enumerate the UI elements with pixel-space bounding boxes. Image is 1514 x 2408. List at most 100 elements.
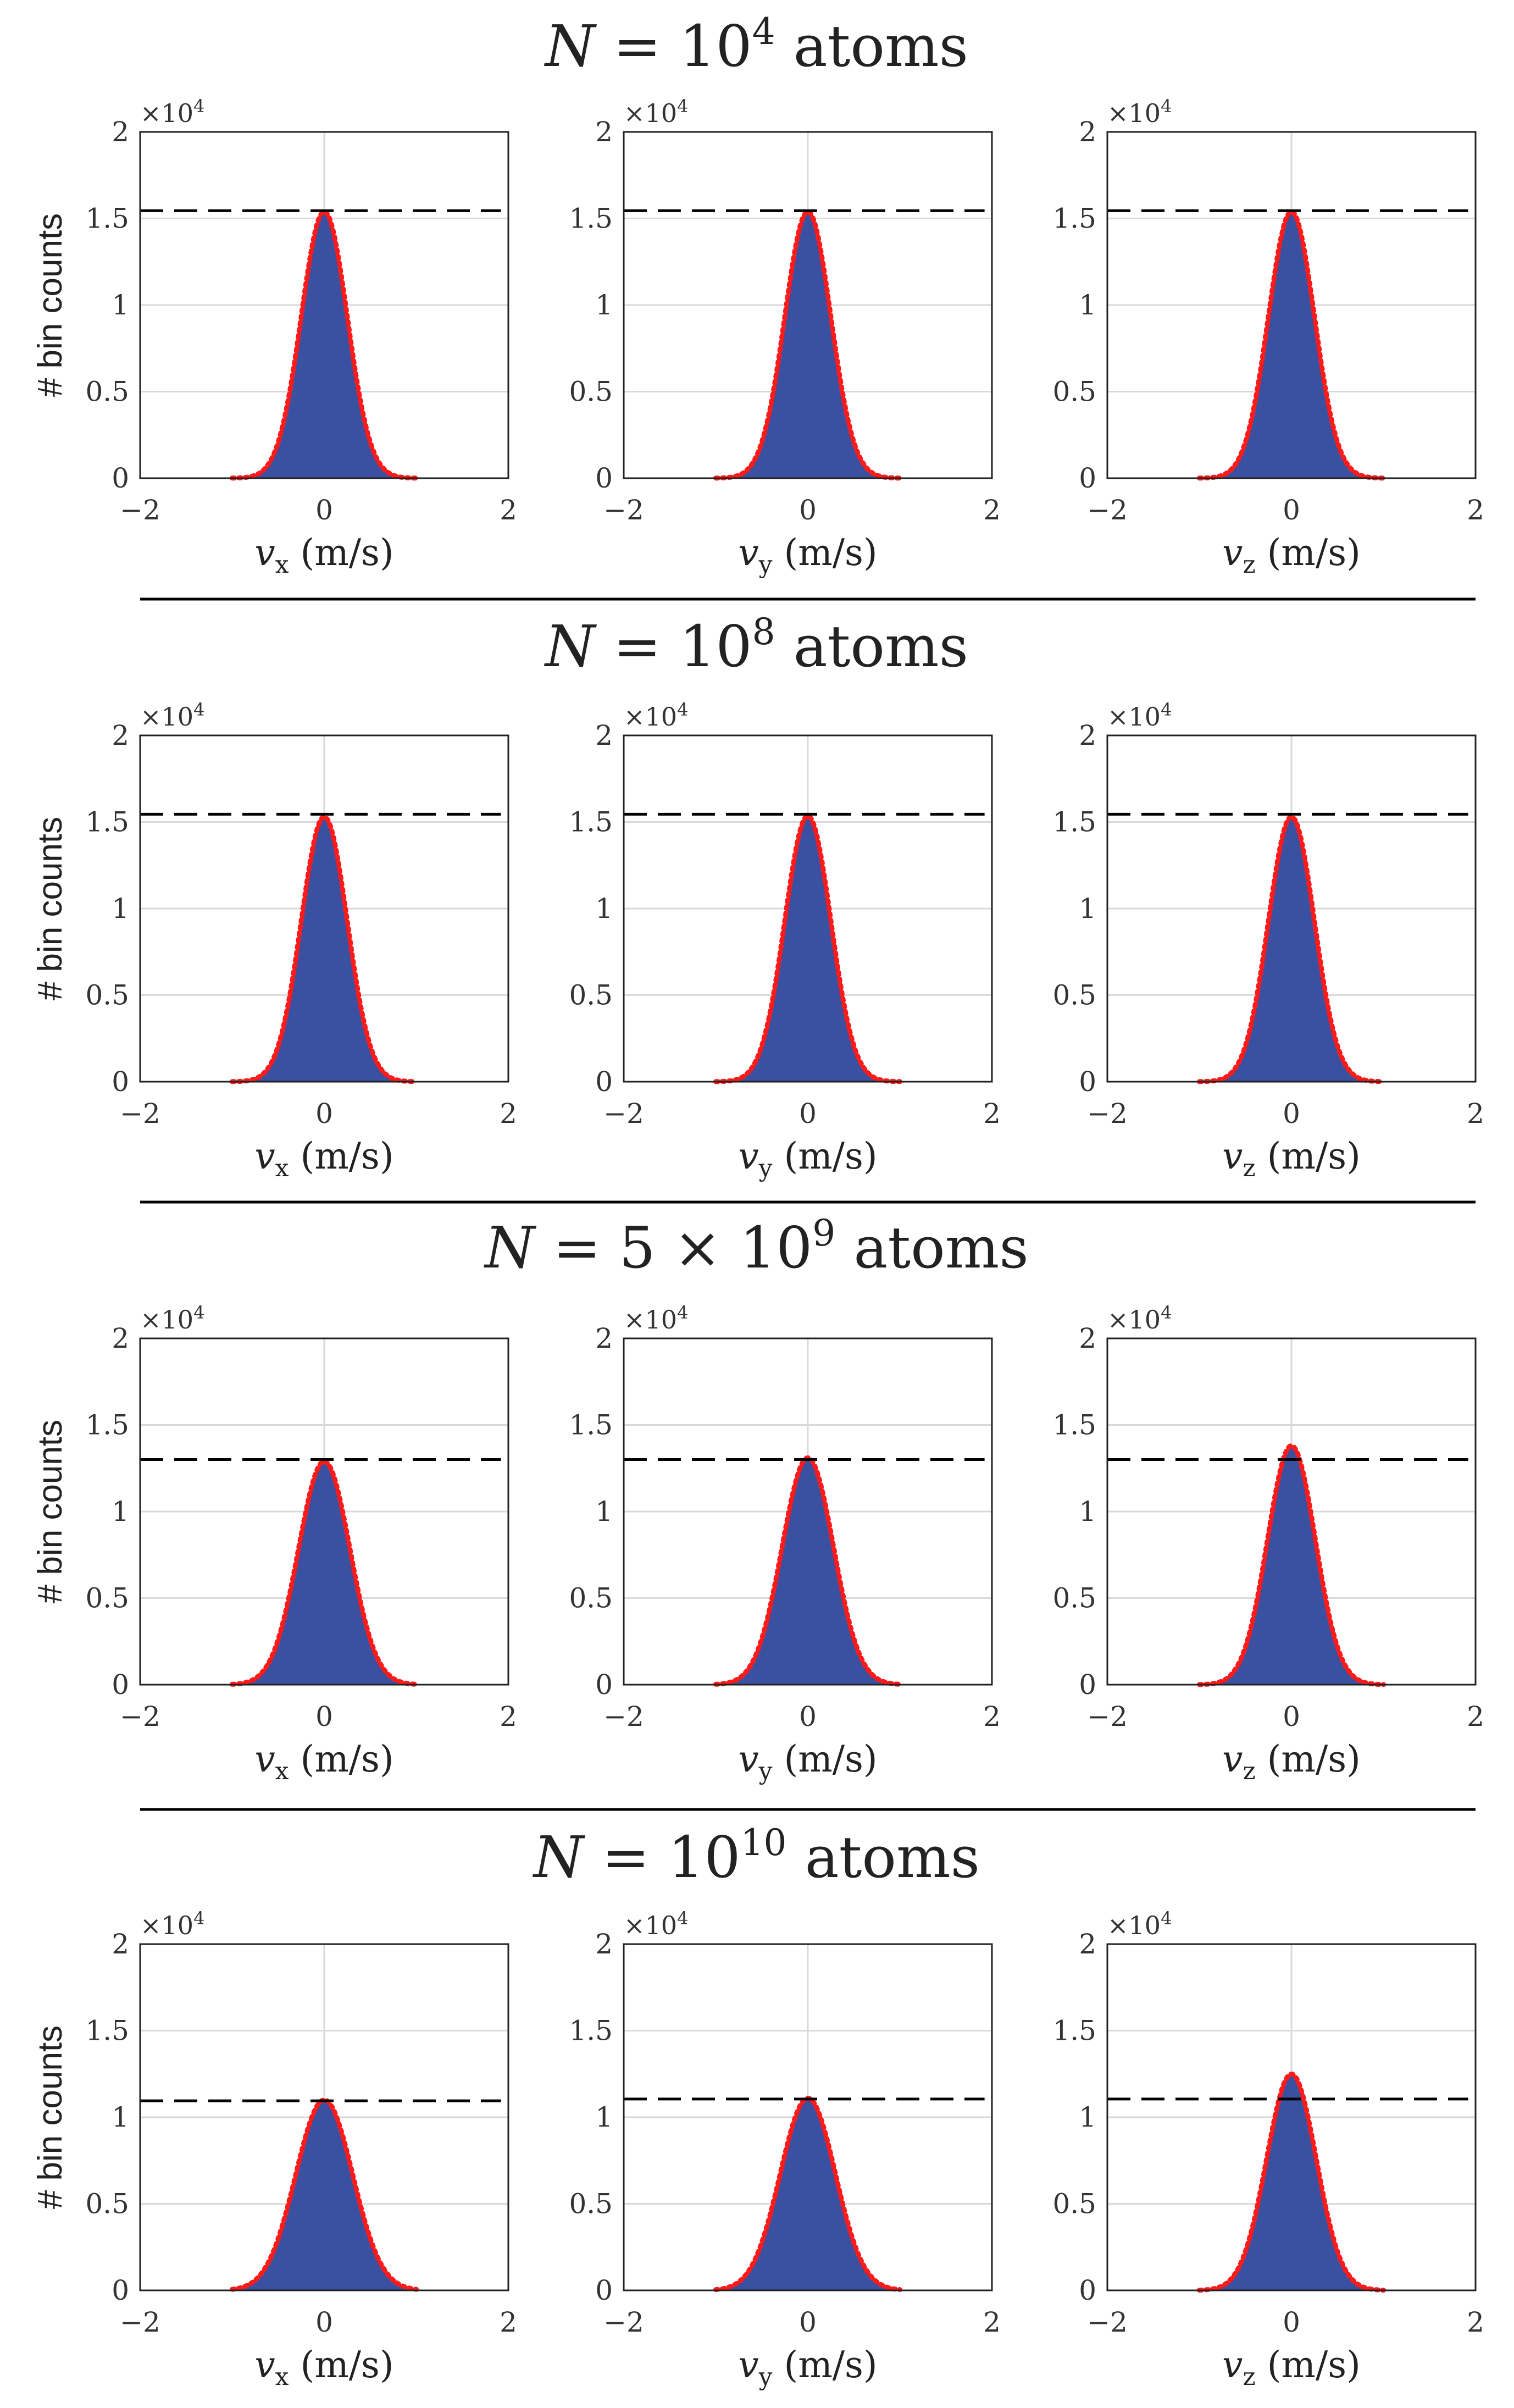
histogram-bar [811, 217, 814, 478]
histogram-bar [327, 2102, 331, 2290]
x-tick-label: 0 [1283, 494, 1300, 526]
y-tick-label: 1 [112, 1496, 129, 1527]
y-axis-label: # bin counts [31, 817, 69, 1000]
histogram-bar [275, 2243, 279, 2290]
x-axis-unit: (m/s) [1256, 2344, 1361, 2386]
histogram-bar [1269, 899, 1274, 1082]
x-axis-label: vz (m/s) [1222, 1738, 1361, 1785]
histogram-bar [1285, 1450, 1289, 1685]
histogram-bar [336, 2121, 340, 2290]
histogram-bar [1325, 1000, 1329, 1082]
histogram-bar [817, 239, 820, 478]
histogram-bar [853, 446, 857, 478]
histogram-bar [768, 1609, 772, 1685]
histogram-bar [293, 2177, 297, 2290]
histogram-bar [1276, 2105, 1280, 2290]
histogram-bar [780, 2167, 784, 2290]
x-axis-variable: v [738, 2344, 758, 2386]
histogram-bar [364, 425, 368, 478]
histogram-bar [801, 2101, 806, 2290]
histogram-bar [820, 860, 824, 1082]
histogram-bar [1337, 1651, 1341, 1685]
histogram-bar [863, 1664, 867, 1685]
histogram-bar [777, 2180, 781, 2290]
histogram-bar [354, 1582, 359, 1685]
histogram-bar [1322, 982, 1326, 1082]
histogram-bar [1233, 2274, 1237, 2290]
y-tick-label: 0 [595, 1669, 613, 1701]
x-tick-label: 2 [500, 1098, 517, 1130]
histogram-bar [814, 830, 818, 1082]
histogram-bar [1291, 817, 1295, 1082]
x-axis-subscript: y [758, 551, 773, 579]
histogram-bar [336, 860, 340, 1082]
histogram-bars [232, 212, 417, 478]
histogram-bar [881, 2285, 885, 2290]
histogram-bar [312, 239, 315, 478]
histogram-bar [1261, 1570, 1265, 1685]
x-tick-label: −2 [120, 1701, 160, 1732]
histogram-bar [321, 817, 325, 1082]
x-axis-variable: v [1222, 2344, 1243, 2386]
histogram-bar [1328, 412, 1332, 478]
histogram-bar [783, 316, 787, 478]
histogram-bar [1294, 2077, 1298, 2290]
x-axis-subscript: z [1243, 551, 1255, 579]
x-axis-variable: v [738, 532, 758, 574]
histogram-bar [1300, 1468, 1304, 1685]
histogram-bar [869, 1673, 873, 1685]
histogram-bar [749, 2267, 753, 2290]
histogram-bar [346, 921, 350, 1082]
y-multiplier: ×104 [1107, 1908, 1172, 1940]
histogram-bar [324, 1462, 328, 1685]
histogram-bar [272, 2251, 276, 2290]
histogram-bar [395, 2282, 398, 2290]
histogram-bar [1300, 2093, 1304, 2290]
histogram-bar [1356, 2284, 1360, 2290]
x-tick-label: −2 [120, 2306, 160, 2338]
histogram-bar [1227, 2281, 1230, 2290]
histogram-bar [1263, 337, 1267, 478]
histogram-bar [1297, 831, 1301, 1082]
histogram-bar [774, 378, 778, 478]
y-multiplier-base: ×10 [1107, 702, 1161, 732]
histogram-bar [875, 2282, 879, 2290]
gaussian-fit-curve [1197, 814, 1386, 1084]
x-axis-variable: v [254, 1135, 275, 1177]
histogram-bar [379, 465, 383, 478]
x-axis-subscript: z [1243, 2363, 1255, 2391]
histogram-bar [1248, 1631, 1252, 1685]
histogram-bar [777, 962, 781, 1082]
x-axis-subscript: x [275, 1154, 289, 1182]
y-axis-label: # bin counts [31, 1420, 69, 1603]
histogram-bar [1282, 2084, 1286, 2290]
y-multiplier-exponent: 4 [193, 96, 204, 117]
y-tick-label: 1.5 [85, 806, 129, 838]
x-axis-subscript: z [1243, 1154, 1255, 1182]
histogram-bar [774, 2193, 778, 2290]
histogram-bar [370, 1643, 374, 1685]
histogram-bar [1273, 1498, 1277, 1685]
histogram-bar [1316, 942, 1319, 1082]
y-tick-label: 0.5 [85, 979, 129, 1011]
x-tick-label: 0 [315, 2306, 333, 2338]
histogram-bar [1319, 962, 1323, 1082]
histogram-bar [841, 999, 845, 1082]
histogram-bar [376, 2258, 380, 2290]
histogram-bar [358, 396, 362, 478]
histogram-bar [1350, 469, 1354, 478]
histogram-bar [1276, 255, 1280, 478]
histogram-bar [847, 425, 851, 478]
histogram-bar [263, 2269, 267, 2290]
x-tick-label: 2 [1467, 494, 1484, 526]
histogram-bar [823, 2130, 827, 2290]
histogram-bar [746, 469, 750, 478]
histogram-bar [293, 1566, 297, 1685]
histogram-bar [1322, 2197, 1326, 2290]
x-tick-label: −2 [120, 494, 160, 526]
